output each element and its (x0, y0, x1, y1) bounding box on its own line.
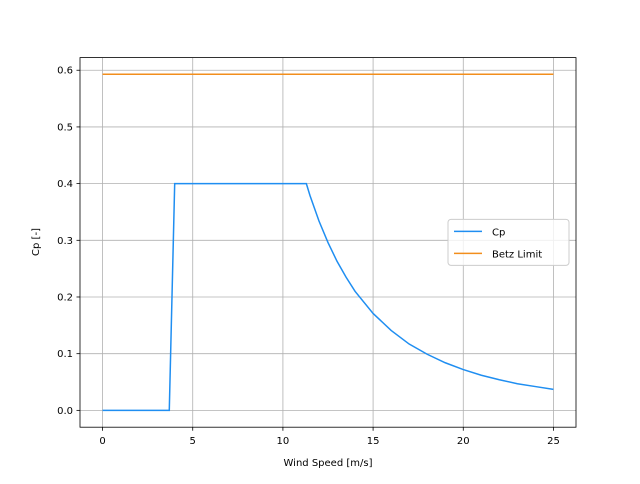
y-tick-label: 0.5 (57, 122, 73, 133)
x-tick-label: 5 (190, 436, 196, 447)
y-tick-label: 0.3 (57, 236, 73, 247)
x-axis-label: Wind Speed [m/s] (284, 458, 373, 469)
y-tick-label: 0.0 (57, 406, 73, 417)
y-tick-label: 0.1 (57, 349, 73, 360)
line (102, 182, 554, 412)
x-tick-label: 20 (457, 436, 470, 447)
y-tick-label: 0.2 (57, 292, 73, 303)
legend-label: Betz Limit (492, 249, 542, 260)
x-tick-label: 10 (277, 436, 290, 447)
y-tick-label: 0.4 (57, 179, 73, 190)
legend: Cp Betz Limit (447, 218, 570, 266)
y-tick-label: 0.6 (57, 66, 73, 77)
x-tick-label: 25 (547, 436, 560, 447)
x-tick-label: 15 (367, 436, 380, 447)
y-axis-label: Cp [-] (31, 228, 42, 256)
plot-frame (79, 57, 577, 428)
x-tick-label: 0 (99, 436, 105, 447)
legend-label: Cp (492, 227, 505, 238)
